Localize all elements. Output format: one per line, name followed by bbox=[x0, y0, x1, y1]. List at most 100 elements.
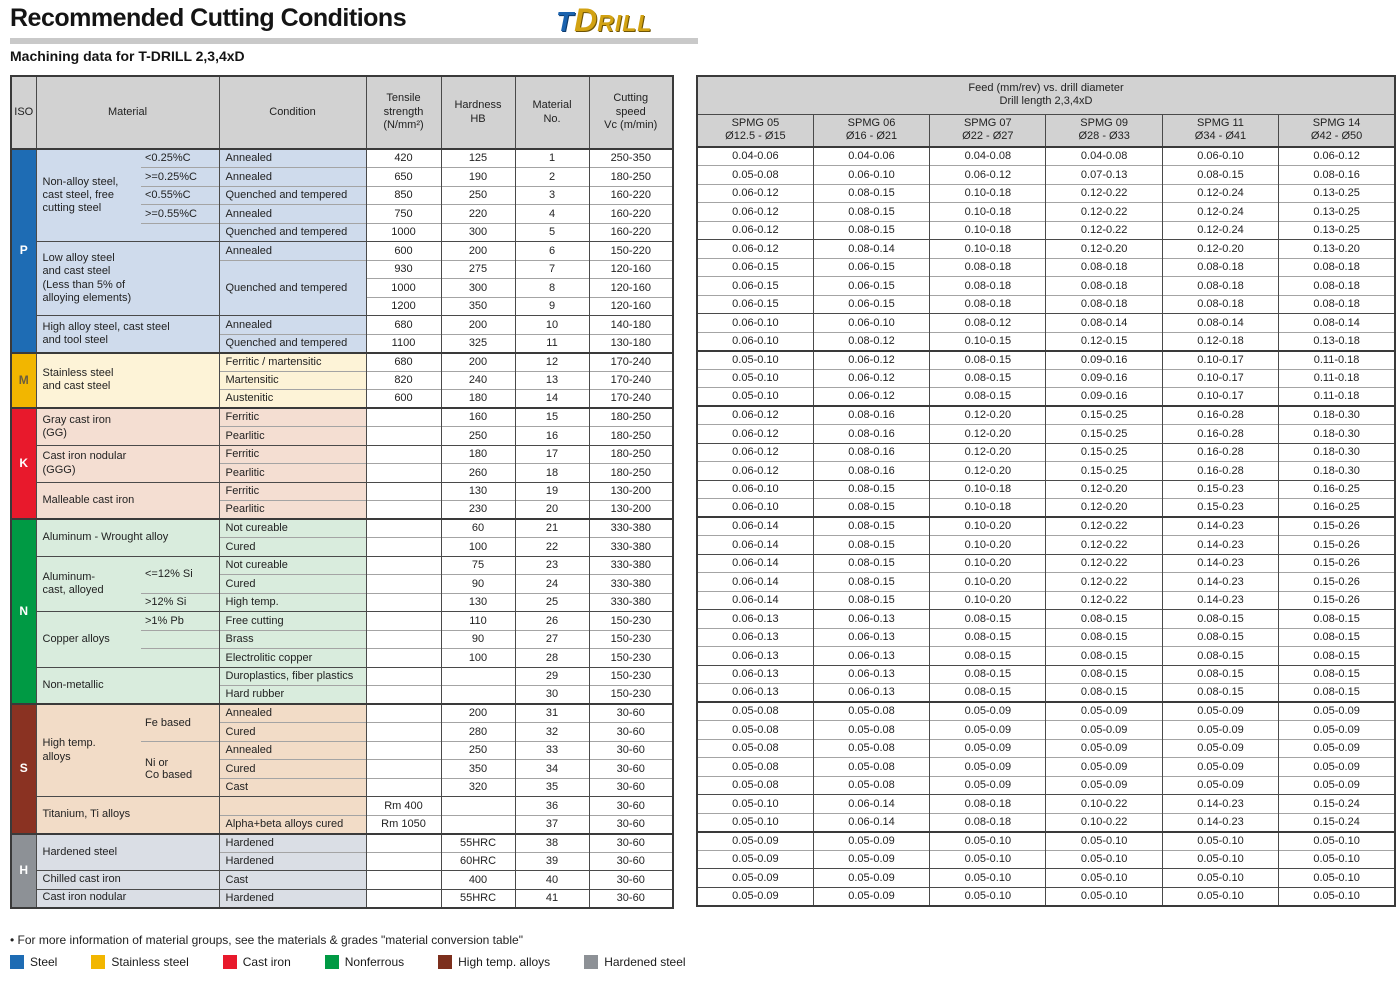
material-cell: Aluminum - Wrought alloy bbox=[35, 518, 219, 556]
feed-cell: 0.06-0.12 bbox=[696, 424, 814, 443]
condition-cell: Pearlitic bbox=[218, 500, 367, 519]
material-no-cell: 9 bbox=[514, 296, 590, 316]
hardness-cell: 180 bbox=[440, 389, 516, 408]
hardness-cell: 230 bbox=[440, 500, 516, 519]
tensile-cell bbox=[365, 555, 442, 575]
feed-cell: 0.05-0.08 bbox=[696, 720, 814, 739]
tensile-cell: 680 bbox=[365, 351, 442, 371]
feed-cell: 0.08-0.15 bbox=[929, 627, 1047, 647]
logo-letter-t: T bbox=[556, 6, 574, 37]
feed-cell: 0.08-0.16 bbox=[812, 442, 931, 462]
feed-cell: 0.05-0.09 bbox=[696, 849, 814, 869]
hardness-cell: 240 bbox=[440, 370, 516, 390]
feed-cell: 0.05-0.08 bbox=[812, 757, 931, 776]
tensile-cell bbox=[365, 703, 442, 723]
feed-cell: 0.08-0.15 bbox=[929, 387, 1047, 406]
legend-item: High temp. alloys bbox=[438, 955, 550, 969]
cutting-speed-cell: 330-380 bbox=[588, 518, 674, 538]
feed-cell: 0.06-0.15 bbox=[812, 276, 931, 295]
feed-cell: 0.06-0.12 bbox=[696, 239, 814, 258]
feed-cell: 0.08-0.16 bbox=[812, 461, 931, 480]
feed-cell: 0.12-0.20 bbox=[1045, 239, 1163, 258]
cutting-speed-cell: 130-180 bbox=[588, 333, 674, 353]
feed-cell: 0.05-0.08 bbox=[696, 165, 814, 184]
feed-cell: 0.06-0.13 bbox=[812, 627, 931, 647]
hardness-cell: 275 bbox=[440, 259, 516, 279]
feed-cell: 0.13-0.25 bbox=[1278, 220, 1396, 240]
feed-cell: 0.15-0.25 bbox=[1045, 461, 1163, 480]
hardness-cell: 320 bbox=[440, 777, 516, 797]
condition-cell: Ferritic / martensitic bbox=[218, 351, 367, 371]
feed-cell: 0.05-0.09 bbox=[1161, 775, 1280, 795]
material-cell: Stainless steel and cast steel bbox=[35, 351, 219, 408]
feed-cell: 0.08-0.18 bbox=[1278, 276, 1396, 295]
cutting-speed-cell: 250-350 bbox=[588, 148, 674, 168]
feed-cell: 0.10-0.18 bbox=[929, 239, 1047, 258]
feed-cell: 0.08-0.15 bbox=[1278, 609, 1396, 628]
cutting-speed-cell: 130-200 bbox=[588, 481, 674, 501]
feed-cell: 0.06-0.12 bbox=[696, 202, 814, 221]
feed-cell: 0.05-0.08 bbox=[696, 738, 814, 758]
feed-cell: 0.05-0.10 bbox=[929, 830, 1047, 850]
hardness-cell: 280 bbox=[440, 722, 516, 741]
legend-label: Hardened steel bbox=[604, 955, 686, 969]
feed-cell: 0.06-0.13 bbox=[812, 683, 931, 702]
feed-cell: 0.05-0.09 bbox=[1045, 757, 1163, 776]
feed-cell: 0.08-0.18 bbox=[1045, 276, 1163, 295]
tensile-cell: 600 bbox=[365, 389, 442, 408]
material-no-cell: 40 bbox=[514, 870, 590, 889]
feed-cell: 0.12-0.24 bbox=[1161, 202, 1280, 221]
feed-cell: 0.08-0.15 bbox=[812, 183, 931, 203]
cutting-speed-cell: 30-60 bbox=[588, 740, 674, 760]
iso-header-cell: ISO bbox=[10, 75, 37, 150]
condition-cell: Electrolitic copper bbox=[218, 648, 367, 667]
tensile-cell bbox=[365, 832, 442, 852]
material-no-cell: 36 bbox=[514, 796, 590, 815]
material-cell: Copper alloys bbox=[35, 611, 141, 667]
hardness-cell: 325 bbox=[440, 333, 516, 353]
feed-cell: 0.09-0.16 bbox=[1045, 349, 1163, 369]
feed-cell: 0.14-0.23 bbox=[1161, 794, 1280, 813]
material-no-cell: 28 bbox=[514, 648, 590, 667]
feed-cell: 0.04-0.06 bbox=[696, 146, 814, 166]
feed-cell: 0.06-0.14 bbox=[696, 553, 814, 573]
tdrill-logo: TDRILL bbox=[556, 2, 652, 39]
cutting-speed-cell: 160-220 bbox=[588, 185, 674, 205]
legend-item: Stainless steel bbox=[91, 955, 189, 969]
cutting-speed-cell: 30-60 bbox=[588, 759, 674, 778]
feed-cell: 0.06-0.10 bbox=[812, 313, 931, 332]
material-no-cell: 4 bbox=[514, 204, 590, 223]
feed-cell: 0.11-0.18 bbox=[1278, 349, 1396, 369]
cutting-speed-cell: 30-60 bbox=[588, 703, 674, 723]
feed-cell: 0.05-0.10 bbox=[1278, 830, 1396, 850]
feed-cell: 0.10-0.20 bbox=[929, 590, 1047, 610]
logo-letter-d: D bbox=[574, 2, 598, 38]
feed-cell: 0.15-0.23 bbox=[1161, 498, 1280, 517]
feed-cell: 0.05-0.09 bbox=[1161, 701, 1280, 721]
legend-item: Cast iron bbox=[222, 955, 291, 969]
hardness-cell: 250 bbox=[440, 426, 516, 445]
hardness-cell: 200 bbox=[440, 351, 516, 371]
hardness-cell: 60 bbox=[440, 518, 516, 538]
condition-cell: Hardened bbox=[218, 888, 367, 908]
condition-cell: Pearlitic bbox=[218, 463, 367, 482]
cutting-speed-cell: 180-250 bbox=[588, 426, 674, 445]
feed-cell: 0.08-0.16 bbox=[812, 405, 931, 425]
legend: Steel Stainless steel Cast iron Nonferrous H… bbox=[10, 955, 686, 969]
feed-cell: 0.10-0.17 bbox=[1161, 387, 1280, 406]
tensile-cell bbox=[365, 481, 442, 501]
legend-label: High temp. alloys bbox=[458, 955, 551, 969]
feed-cell: 0.15-0.24 bbox=[1278, 812, 1396, 832]
material-sub-cell bbox=[141, 648, 219, 667]
cutting-speed-cell: 330-380 bbox=[588, 574, 674, 593]
condition-cell: Annealed bbox=[218, 703, 367, 723]
feed-cell: 0.16-0.28 bbox=[1161, 405, 1280, 425]
cutting-speed-cell: 150-230 bbox=[588, 666, 674, 686]
feed-cell: 0.12-0.20 bbox=[1161, 239, 1280, 258]
feed-cell: 0.12-0.22 bbox=[1045, 202, 1163, 221]
iso-group-cell: M bbox=[10, 351, 37, 408]
feed-cell: 0.06-0.10 bbox=[696, 313, 814, 332]
feed-cell: 0.05-0.09 bbox=[1161, 720, 1280, 739]
feed-cell: 0.08-0.15 bbox=[1278, 627, 1396, 647]
feed-cell: 0.08-0.15 bbox=[929, 368, 1047, 388]
